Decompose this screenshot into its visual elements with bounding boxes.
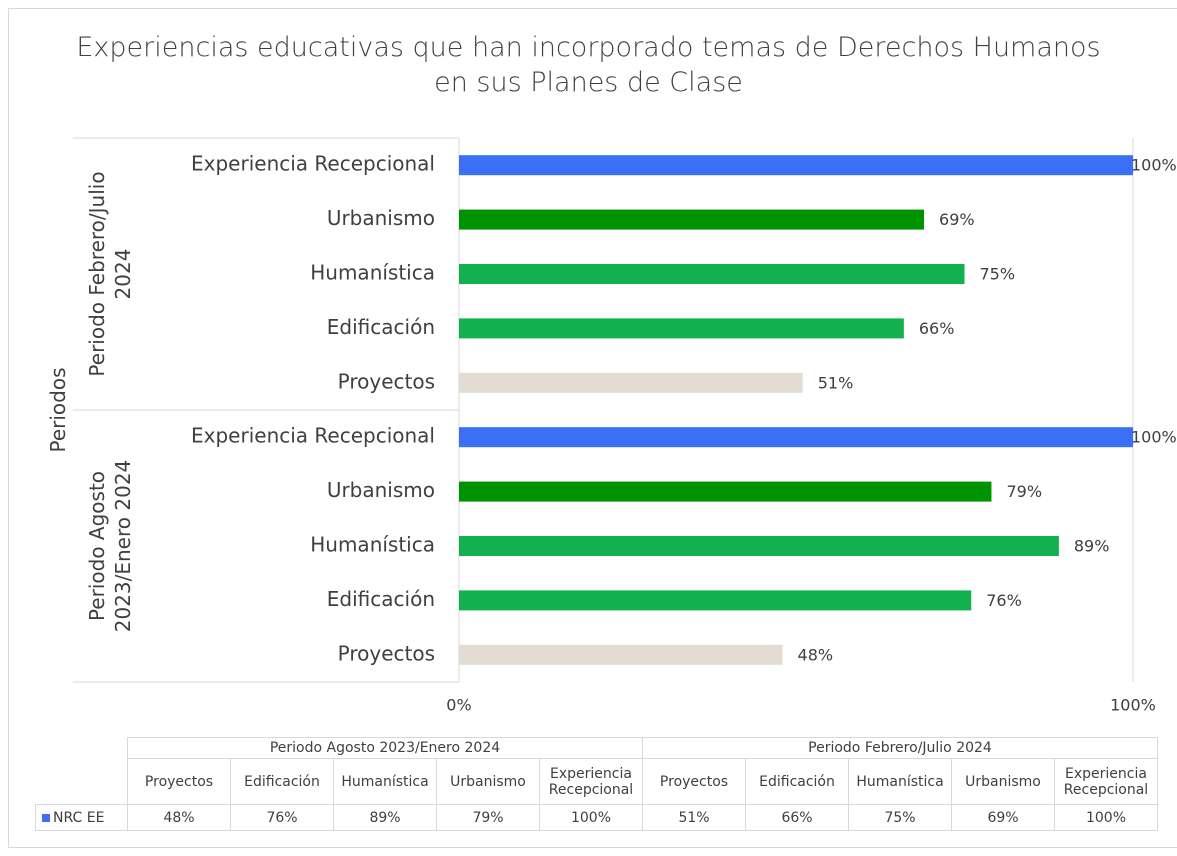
bar	[459, 427, 1133, 448]
data-label: 69%	[939, 210, 975, 229]
table-legend: NRC EE	[35, 804, 128, 831]
group-label: Periodo Febrero/Julio 2024	[85, 171, 135, 377]
table-value: 75%	[848, 804, 952, 831]
table-category: Edificación	[230, 758, 334, 805]
y-axis-label: Periodos	[46, 367, 70, 453]
bar	[459, 155, 1133, 176]
table-value: 69%	[951, 804, 1055, 831]
legend-label: NRC EE	[53, 809, 105, 826]
data-label: 66%	[919, 319, 955, 338]
x-tick-label: 0%	[446, 696, 471, 715]
table-value: 100%	[539, 804, 643, 831]
table-category: Humanística	[848, 758, 952, 805]
table-value: 48%	[127, 804, 231, 831]
table-category: Urbanismo	[951, 758, 1055, 805]
table-value: 66%	[745, 804, 849, 831]
data-label: 79%	[1006, 482, 1042, 501]
table-category: Experiencia Recepcional	[539, 758, 643, 805]
x-tick-label: 100%	[1110, 696, 1156, 715]
category-label: Humanística	[310, 261, 435, 285]
category-label: Urbanismo	[327, 206, 435, 230]
legend-swatch	[42, 813, 50, 822]
table-category: Edificación	[745, 758, 849, 805]
bar	[459, 209, 925, 230]
bar	[459, 264, 965, 284]
data-label: 76%	[986, 591, 1022, 610]
table-value: 100%	[1054, 804, 1158, 831]
table-category: Experiencia Recepcional	[1054, 758, 1158, 805]
data-label: 48%	[798, 645, 834, 664]
category-label: Urbanismo	[327, 478, 435, 502]
table-group-header: Periodo Agosto 2023/Enero 2024	[127, 737, 643, 759]
category-label: Edificación	[327, 587, 435, 611]
category-label: Edificación	[327, 315, 435, 339]
bar	[459, 536, 1059, 556]
category-label: Proyectos	[338, 369, 435, 393]
table-category: Humanística	[333, 758, 437, 805]
table-value: 89%	[333, 804, 437, 831]
table-category: Urbanismo	[436, 758, 540, 805]
bar	[459, 644, 783, 665]
data-label: 89%	[1074, 537, 1110, 556]
data-label: 100%	[1131, 156, 1177, 175]
table-value: 79%	[436, 804, 540, 831]
category-label: Proyectos	[338, 641, 435, 665]
data-label: 75%	[980, 265, 1016, 284]
category-label: Humanística	[310, 533, 435, 557]
chart-title: Experiencias educativas que han incorpor…	[76, 32, 1101, 98]
table-value: 51%	[642, 804, 746, 831]
group-label: Periodo Agosto 2023/Enero 2024	[85, 459, 135, 633]
bar	[459, 590, 972, 611]
bar	[459, 372, 803, 393]
bar	[459, 481, 992, 502]
data-label: 51%	[818, 373, 854, 392]
category-label: Experiencia Recepcional	[191, 152, 435, 176]
table-category: Proyectos	[642, 758, 746, 805]
table-category: Proyectos	[127, 758, 231, 805]
chart-border	[8, 8, 1177, 848]
bar	[459, 318, 904, 339]
table-group-header: Periodo Febrero/Julio 2024	[642, 737, 1158, 759]
table-value: 76%	[230, 804, 334, 831]
data-label: 100%	[1131, 428, 1177, 447]
category-label: Experiencia Recepcional	[191, 424, 435, 448]
